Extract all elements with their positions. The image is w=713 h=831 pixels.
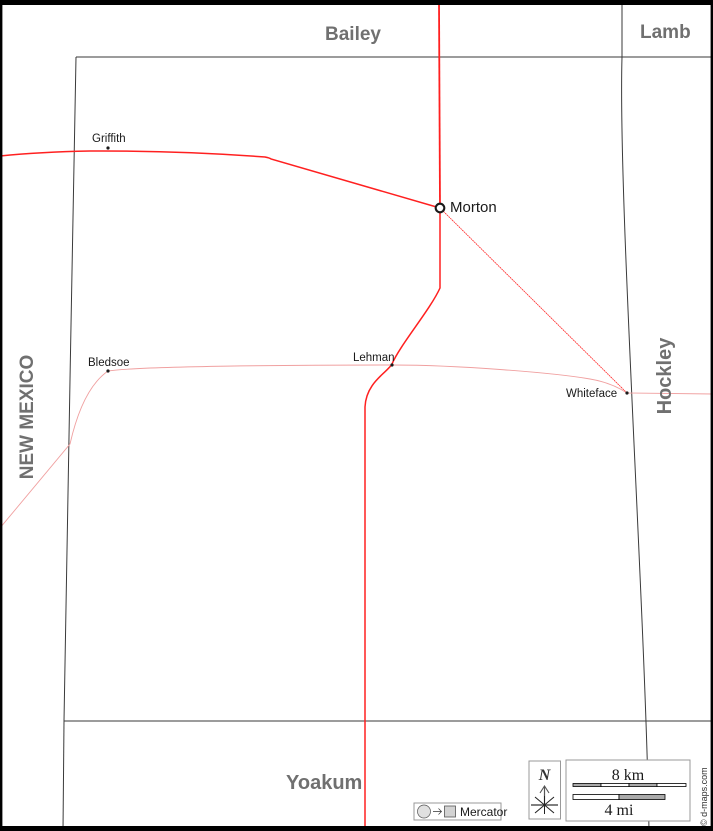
svg-text:Bailey: Bailey <box>325 24 381 45</box>
svg-text:Yoakum: Yoakum <box>286 772 362 794</box>
svg-text:N: N <box>538 767 552 784</box>
svg-text:Lehman: Lehman <box>353 352 395 364</box>
svg-text:© d-maps.com: © d-maps.com <box>699 767 709 826</box>
svg-text:Mercator: Mercator <box>460 805 507 819</box>
svg-text:Bledsoe: Bledsoe <box>88 357 130 369</box>
svg-text:Morton: Morton <box>450 199 497 216</box>
svg-text:NEW MEXICO: NEW MEXICO <box>17 355 38 480</box>
svg-text:Hockley: Hockley <box>654 337 676 415</box>
svg-text:Griffith: Griffith <box>92 133 126 145</box>
svg-text:Whiteface: Whiteface <box>566 388 617 400</box>
svg-text:4 mi: 4 mi <box>605 802 634 819</box>
svg-text:Lamb: Lamb <box>640 22 691 43</box>
svg-text:8 km: 8 km <box>612 767 645 784</box>
